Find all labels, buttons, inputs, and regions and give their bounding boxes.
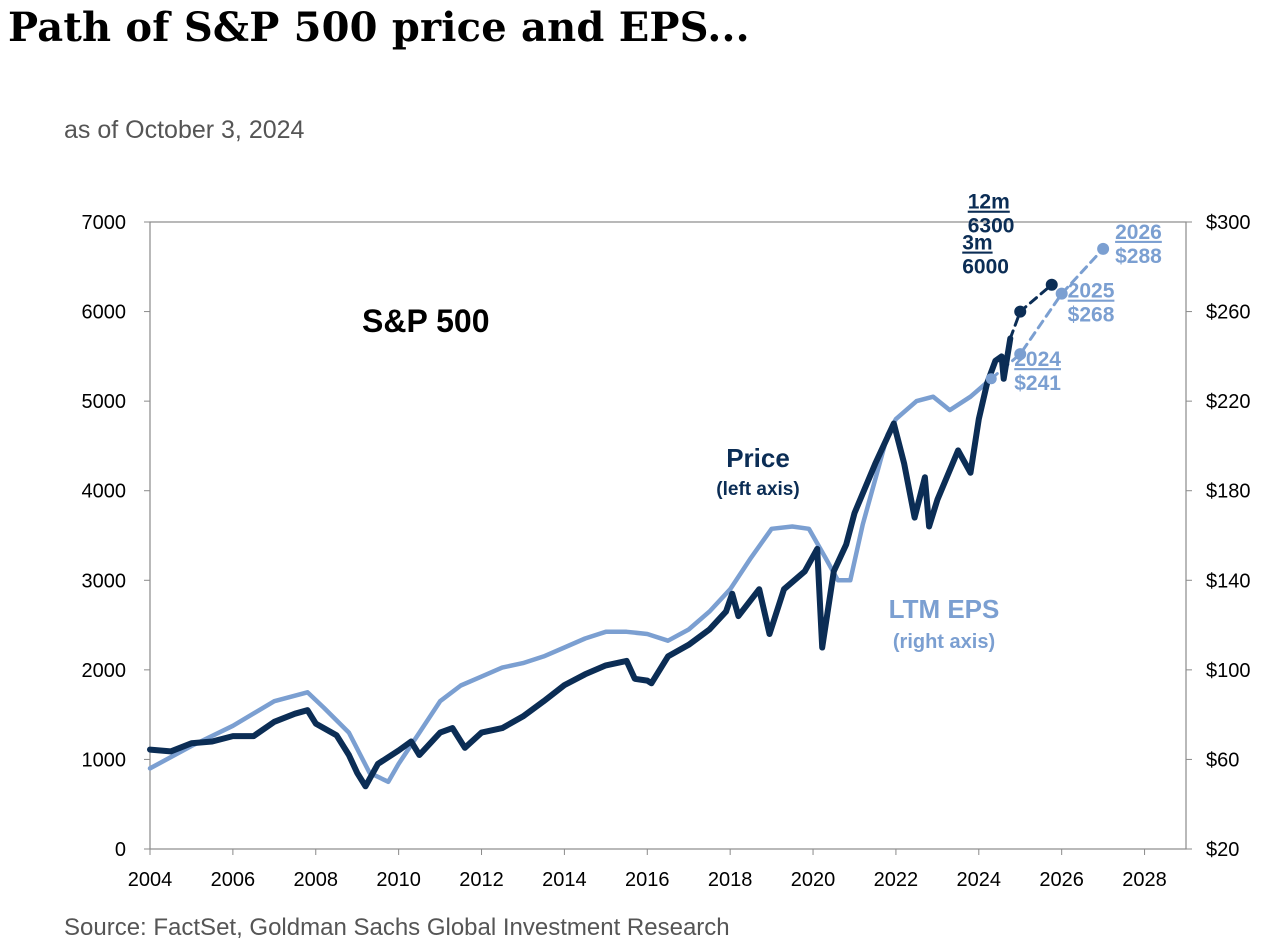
x-tick-label: 2010 xyxy=(376,869,421,891)
source-note: Source: FactSet, Goldman Sachs Global In… xyxy=(64,914,730,941)
y-left-tick-label: 6000 xyxy=(82,302,127,324)
series-markers xyxy=(985,242,1110,385)
projection-marker xyxy=(1014,348,1027,361)
y-left-tick-label: 0 xyxy=(115,839,126,861)
chart-title: S&P 500 xyxy=(362,303,490,339)
y-left-axis: 0 1000 2000 3000 4000 5000 6000 7000 xyxy=(82,212,150,861)
y-left-tick-label: 4000 xyxy=(82,481,127,503)
y-right-tick-label: $180 xyxy=(1206,481,1251,503)
point-label-tag: 2025 xyxy=(1068,280,1115,303)
y-right-tick-label: $20 xyxy=(1206,839,1239,861)
chart-subtitle: as of October 3, 2024 xyxy=(64,116,305,144)
projection-marker xyxy=(1055,287,1068,300)
y-right-axis: $20 $60 $100 $140 $180 $220 $260 $300 xyxy=(1186,212,1251,861)
x-tick-label: 2024 xyxy=(957,869,1002,891)
x-tick-label: 2020 xyxy=(791,869,836,891)
x-tick-label: 2006 xyxy=(211,869,256,891)
x-tick-label: 2004 xyxy=(128,869,173,891)
price-series-label: Price xyxy=(726,443,790,473)
x-tick-label: 2028 xyxy=(1122,869,1167,891)
y-right-tick-label: $60 xyxy=(1206,749,1239,771)
y-right-tick-label: $140 xyxy=(1206,570,1251,592)
x-tick-label: 2018 xyxy=(708,869,753,891)
y-left-tick-label: 2000 xyxy=(82,660,127,682)
projection-marker xyxy=(1014,305,1027,318)
point-label-tag: 3m xyxy=(962,232,992,255)
eps-line xyxy=(147,376,994,785)
projection-marker xyxy=(1045,278,1058,291)
x-tick-label: 2012 xyxy=(459,869,504,891)
page-title: Path of S&P 500 price and EPS... xyxy=(8,4,750,51)
eps-series-sublabel: (right axis) xyxy=(893,631,995,653)
point-label-tag: 2026 xyxy=(1115,221,1162,244)
x-tick-label: 2008 xyxy=(294,869,339,891)
eps-current-marker xyxy=(985,373,997,385)
point-label-value: $241 xyxy=(1014,372,1061,395)
x-tick-label: 2014 xyxy=(542,869,587,891)
y-left-tick-label: 3000 xyxy=(82,570,127,592)
x-tick-label: 2016 xyxy=(625,869,670,891)
price-series-sublabel: (left axis) xyxy=(716,479,799,500)
y-left-tick-label: 1000 xyxy=(82,749,127,771)
point-label-tag: 2024 xyxy=(1014,348,1061,371)
x-tick-label: 2026 xyxy=(1039,869,1084,891)
point-label-value: 6000 xyxy=(962,256,1009,279)
projection-marker xyxy=(1097,242,1110,255)
price-line xyxy=(147,335,1014,790)
series-lines xyxy=(147,247,1105,790)
point-label-tag: 12m xyxy=(968,191,1010,214)
y-right-tick-label: $100 xyxy=(1206,660,1251,682)
y-right-tick-label: $300 xyxy=(1206,212,1251,234)
y-right-tick-label: $260 xyxy=(1206,302,1251,324)
x-tick-label: 2022 xyxy=(874,869,919,891)
point-label-value: $268 xyxy=(1068,304,1115,327)
y-left-tick-label: 5000 xyxy=(82,391,127,413)
point-label-value: $288 xyxy=(1115,245,1162,268)
plot-frame xyxy=(149,221,1187,850)
point-label-value: 6300 xyxy=(968,215,1015,238)
eps-series-label: LTM EPS xyxy=(889,594,1000,624)
y-left-tick-label: 7000 xyxy=(82,212,127,234)
y-right-tick-label: $220 xyxy=(1206,391,1251,413)
x-axis: 2004 2006 2008 2010 2012 2014 2016 2018 2020 2022… xyxy=(128,849,1167,891)
